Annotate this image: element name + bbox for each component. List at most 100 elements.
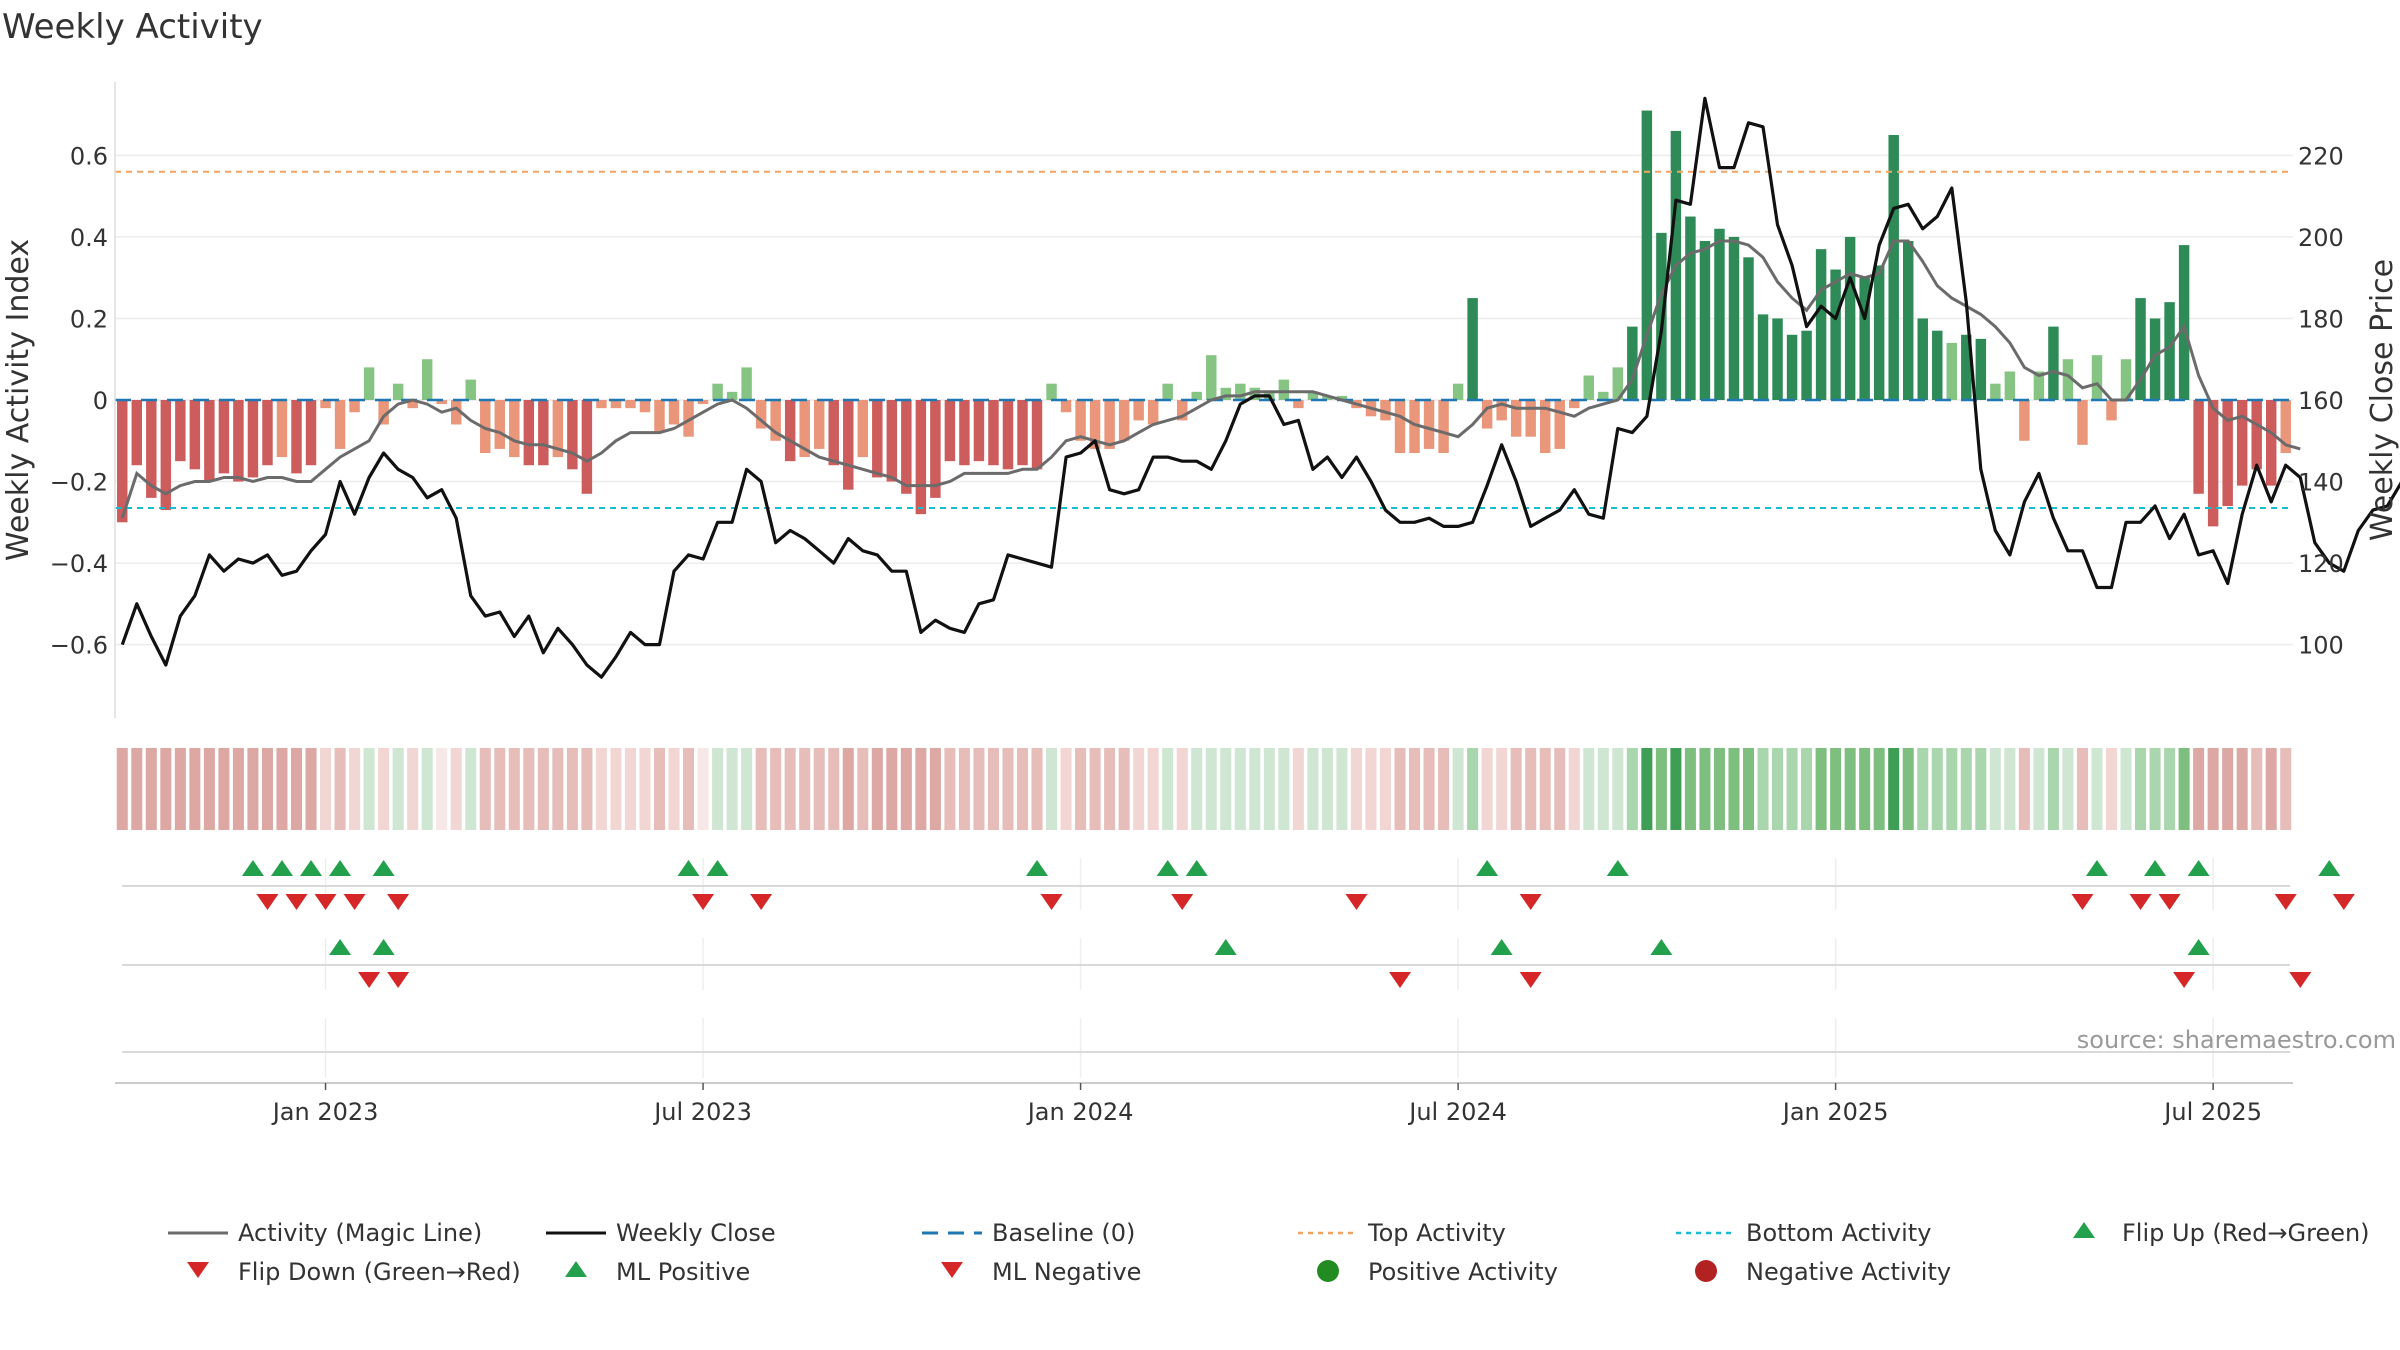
flip-down-marker	[314, 894, 337, 910]
activity-bar	[1438, 400, 1449, 453]
heat-strip-cell	[624, 748, 636, 830]
heat-strip-cell	[2047, 748, 2059, 830]
heat-strip-cell	[1960, 748, 1972, 830]
heat-strip-cell	[1002, 748, 1014, 830]
heat-strip-cell	[1728, 748, 1740, 830]
heat-strip-cell	[784, 748, 796, 830]
activity-bar	[1220, 387, 1232, 400]
flip-up-marker	[1185, 860, 1208, 876]
activity-bar	[1046, 383, 1057, 400]
activity-bar	[1859, 277, 1870, 400]
heat-strip-cell	[2105, 748, 2118, 830]
flip-up-marker	[270, 860, 293, 876]
y-tick-label: 0.6	[70, 142, 108, 170]
heat-strip-cell	[290, 748, 303, 830]
activity-bar	[552, 400, 564, 458]
activity-bar	[494, 400, 506, 449]
ml-negative-marker	[2173, 972, 2196, 988]
flip-down-marker	[343, 894, 366, 910]
heat-strip-cell	[929, 748, 941, 830]
activity-bar	[291, 400, 302, 474]
heat-strip-cell	[116, 748, 128, 830]
heat-strip-cell	[1815, 748, 1827, 830]
ml-negative-marker	[1389, 972, 1412, 988]
heat-strip-cell	[1626, 748, 1638, 830]
ml-positive-marker	[2187, 939, 2210, 955]
activity-bar	[1031, 400, 1043, 470]
activity-bar	[654, 400, 665, 433]
activity-bar	[175, 400, 186, 462]
activity-bar	[1235, 383, 1246, 400]
flip-down-marker	[2129, 894, 2152, 910]
heat-strip-cell	[1046, 748, 1058, 830]
y-tick-label: −0.6	[50, 632, 108, 660]
activity-bar	[886, 400, 898, 482]
heat-strip-cell	[2135, 748, 2147, 830]
activity-bar	[1902, 241, 1914, 400]
x-tick-label: Jul 2025	[2162, 1098, 2262, 1126]
flip-down-marker	[1519, 894, 1542, 910]
activity-bar	[2236, 400, 2248, 486]
heat-strip-cell	[987, 748, 999, 830]
activity-bar	[450, 400, 462, 425]
activity-bar	[305, 400, 317, 466]
y2-tick-label: 180	[2298, 305, 2344, 333]
flip-up-marker	[1156, 860, 1179, 876]
legend-swatch-flipdown	[187, 1262, 209, 1278]
heat-strip-cell	[1133, 748, 1145, 830]
heat-strip-cell	[334, 748, 346, 830]
y2-tick-label: 120	[2298, 550, 2344, 578]
heat-strip-cell	[1089, 748, 1101, 830]
heat-strip-cell	[2193, 748, 2205, 830]
heat-strip-cell	[828, 748, 840, 830]
activity-bar	[1641, 110, 1653, 401]
activity-bar	[1932, 330, 1943, 400]
activity-bar	[1539, 400, 1551, 453]
legend-swatch-posact	[1317, 1260, 1339, 1282]
heat-strip-cell	[1278, 748, 1290, 830]
activity-bar	[117, 400, 128, 523]
heat-strip-cell	[1713, 748, 1725, 830]
activity-bar	[1133, 400, 1144, 421]
heat-strip-cell	[523, 748, 535, 830]
heat-strip-cell	[813, 748, 825, 830]
heat-strip-cell	[1176, 748, 1188, 830]
activity-bar	[1946, 342, 1958, 400]
heat-strip-cell	[1365, 748, 1377, 830]
x-tick-label: Jan 2024	[1026, 1098, 1134, 1126]
activity-bar	[2149, 318, 2161, 400]
heat-strip-cell	[1684, 748, 1696, 830]
ml-negative-marker	[1519, 972, 1542, 988]
activity-bar	[2019, 400, 2030, 441]
activity-bar	[233, 400, 244, 482]
heat-strip-cell	[1292, 748, 1304, 830]
ml-positive-marker	[372, 939, 395, 955]
activity-bar	[581, 400, 593, 494]
heat-strip-cell	[653, 748, 666, 830]
heat-strip-cell	[1467, 748, 1479, 830]
activity-bar	[1089, 400, 1101, 449]
y2-tick-label: 100	[2298, 632, 2344, 660]
activity-bar	[1772, 318, 1783, 400]
activity-bar	[784, 400, 796, 462]
heat-strip-cell	[1394, 748, 1406, 830]
x-tick-label: Jul 2024	[1407, 1098, 1507, 1126]
activity-bar	[218, 400, 230, 474]
y-tick-label: −0.4	[50, 550, 108, 578]
activity-bar	[1612, 367, 1624, 400]
activity-bar	[1293, 400, 1304, 409]
activity-bar	[436, 400, 447, 405]
heat-strip-cell	[145, 748, 157, 830]
flip-up-marker	[1606, 860, 1629, 876]
heat-strip-cell	[552, 748, 564, 830]
activity-bar	[683, 400, 694, 437]
y-axis-label: Weekly Activity Index	[1, 239, 36, 561]
activity-bar	[1002, 400, 1014, 470]
legend-label-negact: Negative Activity	[1746, 1258, 1951, 1286]
heat-strip-cell	[1336, 748, 1348, 830]
heat-strip-cell	[1902, 748, 1914, 830]
activity-bar	[1206, 355, 1217, 400]
heat-strip-cell	[1655, 748, 1667, 830]
activity-bar	[392, 383, 404, 400]
activity-bar	[2004, 371, 2016, 400]
